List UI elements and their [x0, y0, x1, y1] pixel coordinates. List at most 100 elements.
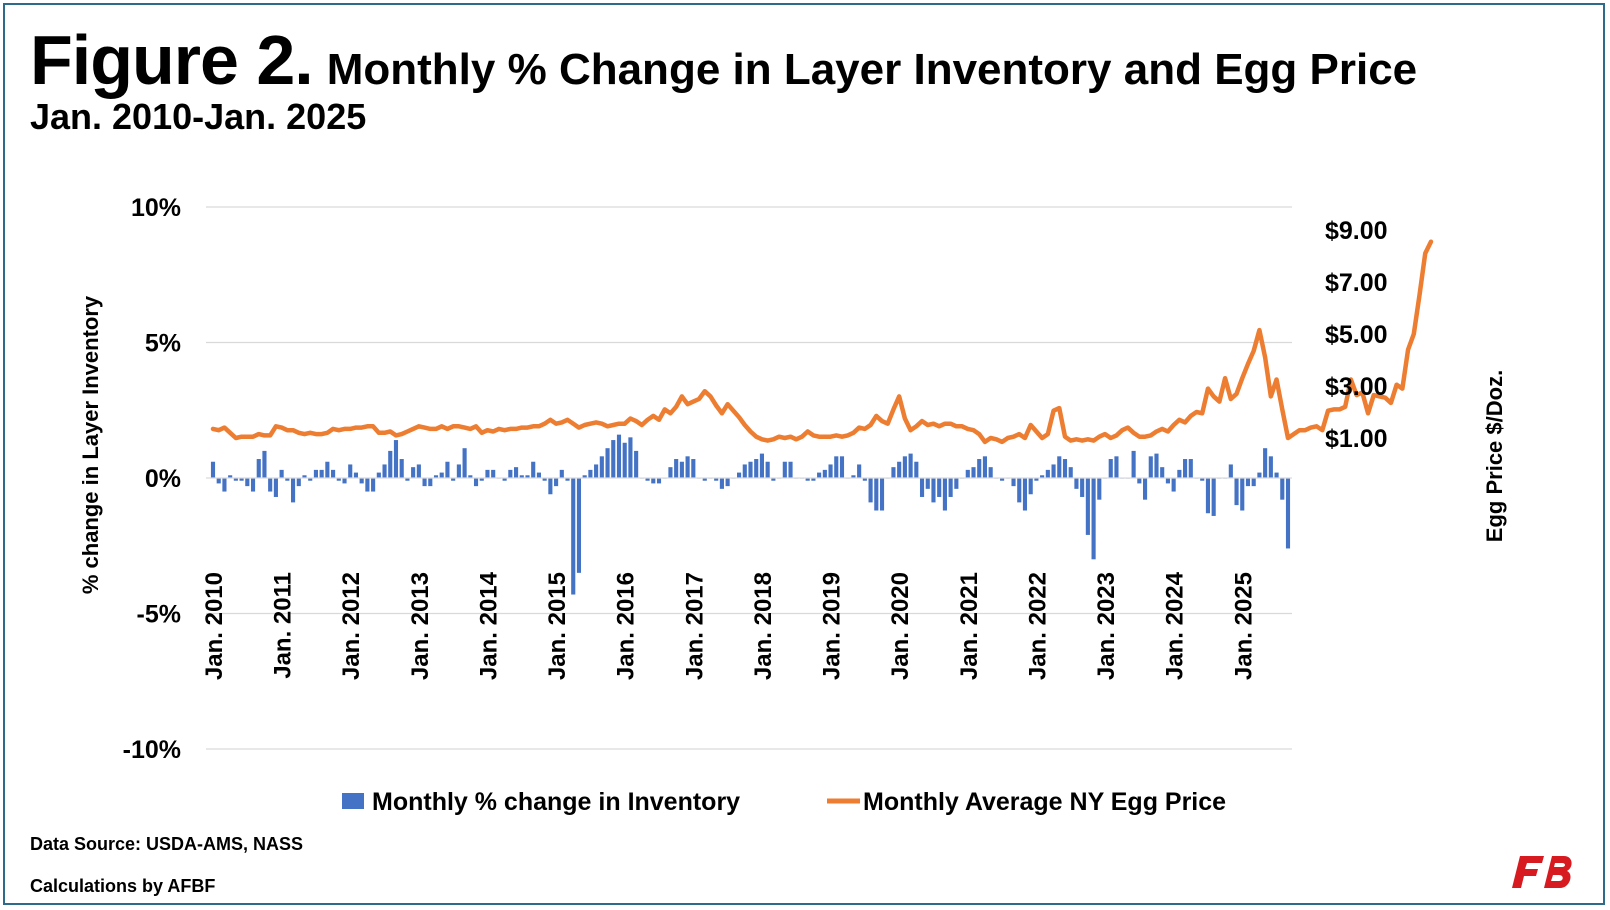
x-tick-label: Jan. 2015: [544, 572, 571, 680]
right-tick-label: $1.00: [1325, 425, 1388, 453]
legend-bar-swatch: [342, 793, 364, 809]
inventory-bar: [445, 461, 450, 478]
inventory-bar: [725, 478, 730, 487]
inventory-bar: [862, 478, 867, 481]
inventory-bar: [485, 469, 490, 478]
inventory-bar: [285, 478, 290, 481]
inventory-bar: [1085, 478, 1090, 535]
legend-line-label: Monthly Average NY Egg Price: [863, 788, 1226, 816]
inventory-bar: [1045, 469, 1050, 478]
inventory-bar: [1154, 453, 1159, 478]
inventory-bar: [634, 450, 639, 478]
inventory-bar: [348, 464, 353, 478]
inventory-bar: [256, 459, 261, 478]
x-tick-label: Jan. 2025: [1230, 572, 1257, 680]
inventory-bar: [868, 478, 873, 503]
inventory-bar: [273, 478, 278, 497]
fb-logo-icon: [1512, 856, 1572, 888]
inventory-bar: [1011, 478, 1016, 487]
inventory-bar: [331, 469, 336, 478]
inventory-bar: [748, 461, 753, 478]
inventory-bar: [519, 475, 524, 478]
inventory-bar: [1177, 469, 1182, 478]
inventory-bar: [536, 472, 541, 478]
inventory-bar: [216, 478, 221, 484]
inventory-bar: [353, 472, 359, 478]
inventory-bar: [319, 469, 324, 478]
inventory-bar: [1068, 467, 1073, 478]
left-axis-label: % change in Layer Inventory: [78, 295, 103, 594]
inventory-bar: [977, 459, 982, 478]
inventory-bar: [376, 472, 381, 478]
inventory-bar: [902, 456, 907, 478]
inventory-bar: [817, 472, 822, 478]
inventory-bar: [239, 478, 244, 481]
inventory-bar: [1228, 464, 1233, 478]
inventory-bar: [1148, 456, 1153, 478]
inventory-bar: [897, 461, 902, 478]
inventory-bars: [210, 434, 1291, 595]
inventory-bar: [1040, 475, 1045, 478]
inventory-bar: [1057, 456, 1062, 478]
figure-subtitle: Jan. 2010-Jan. 2025: [30, 96, 367, 137]
inventory-bar: [982, 456, 987, 478]
inventory-bar: [1263, 448, 1268, 478]
inventory-bar: [971, 467, 976, 478]
inventory-bar: [616, 434, 622, 478]
inventory-bar: [554, 478, 559, 487]
inventory-bar: [931, 478, 936, 503]
inventory-bar: [937, 478, 942, 497]
inventory-bar: [1062, 459, 1068, 478]
inventory-bar: [914, 461, 919, 478]
x-axis-ticks: Jan. 2010 Jan. 2011 Jan. 2012 Jan. 2013 Jan.…: [201, 571, 1257, 680]
inventory-bar: [599, 456, 604, 478]
inventory-bar: [1017, 478, 1022, 503]
inventory-bar: [371, 478, 376, 492]
inventory-bar: [1022, 478, 1028, 511]
x-tick-label: Jan. 2023: [1093, 572, 1120, 680]
inventory-bar: [542, 478, 547, 481]
inventory-bar: [525, 475, 530, 478]
inventory-bar: [416, 464, 421, 478]
inventory-bar: [308, 478, 313, 481]
inventory-bar: [645, 478, 650, 481]
right-tick-label: $9.00: [1325, 217, 1388, 245]
inventory-bar: [605, 448, 610, 478]
inventory-bar: [822, 469, 827, 478]
inventory-bar: [359, 478, 364, 484]
inventory-bar: [250, 478, 256, 492]
right-axis-label: Egg Price $/Doz.: [1482, 370, 1507, 542]
inventory-bar: [433, 475, 439, 478]
inventory-bar: [919, 478, 925, 497]
inventory-bar: [1183, 459, 1188, 478]
inventory-bar: [268, 478, 273, 492]
inventory-bar: [857, 464, 862, 478]
left-tick-label: -5%: [137, 601, 181, 629]
inventory-bar: [811, 478, 816, 481]
inventory-bar: [1188, 459, 1193, 478]
left-axis-ticks: 10% 5% 0% -5% -10%: [123, 194, 181, 764]
inventory-bar: [365, 478, 370, 492]
inventory-bar: [245, 478, 250, 487]
inventory-bar: [1000, 478, 1005, 481]
inventory-bar: [925, 478, 930, 489]
inventory-bar: [788, 461, 793, 478]
inventory-bar: [290, 478, 296, 503]
inventory-bar: [685, 456, 690, 478]
inventory-bar: [411, 467, 416, 478]
inventory-bar: [468, 475, 473, 478]
calculations-note: Calculations by AFBF: [30, 876, 216, 896]
figure-title: Figure 2. Monthly % Change in Layer Inven…: [30, 20, 1417, 100]
inventory-bar: [988, 467, 993, 478]
inventory-bar: [1240, 478, 1245, 511]
gridlines: [206, 206, 1292, 750]
inventory-bar: [405, 478, 410, 481]
inventory-bar: [834, 456, 839, 478]
inventory-bar: [1251, 478, 1256, 487]
inventory-bar: [594, 464, 599, 478]
left-tick-label: 10%: [131, 194, 181, 222]
inventory-bar: [611, 440, 616, 478]
inventory-bar: [702, 478, 707, 481]
inventory-bar: [1034, 478, 1039, 481]
